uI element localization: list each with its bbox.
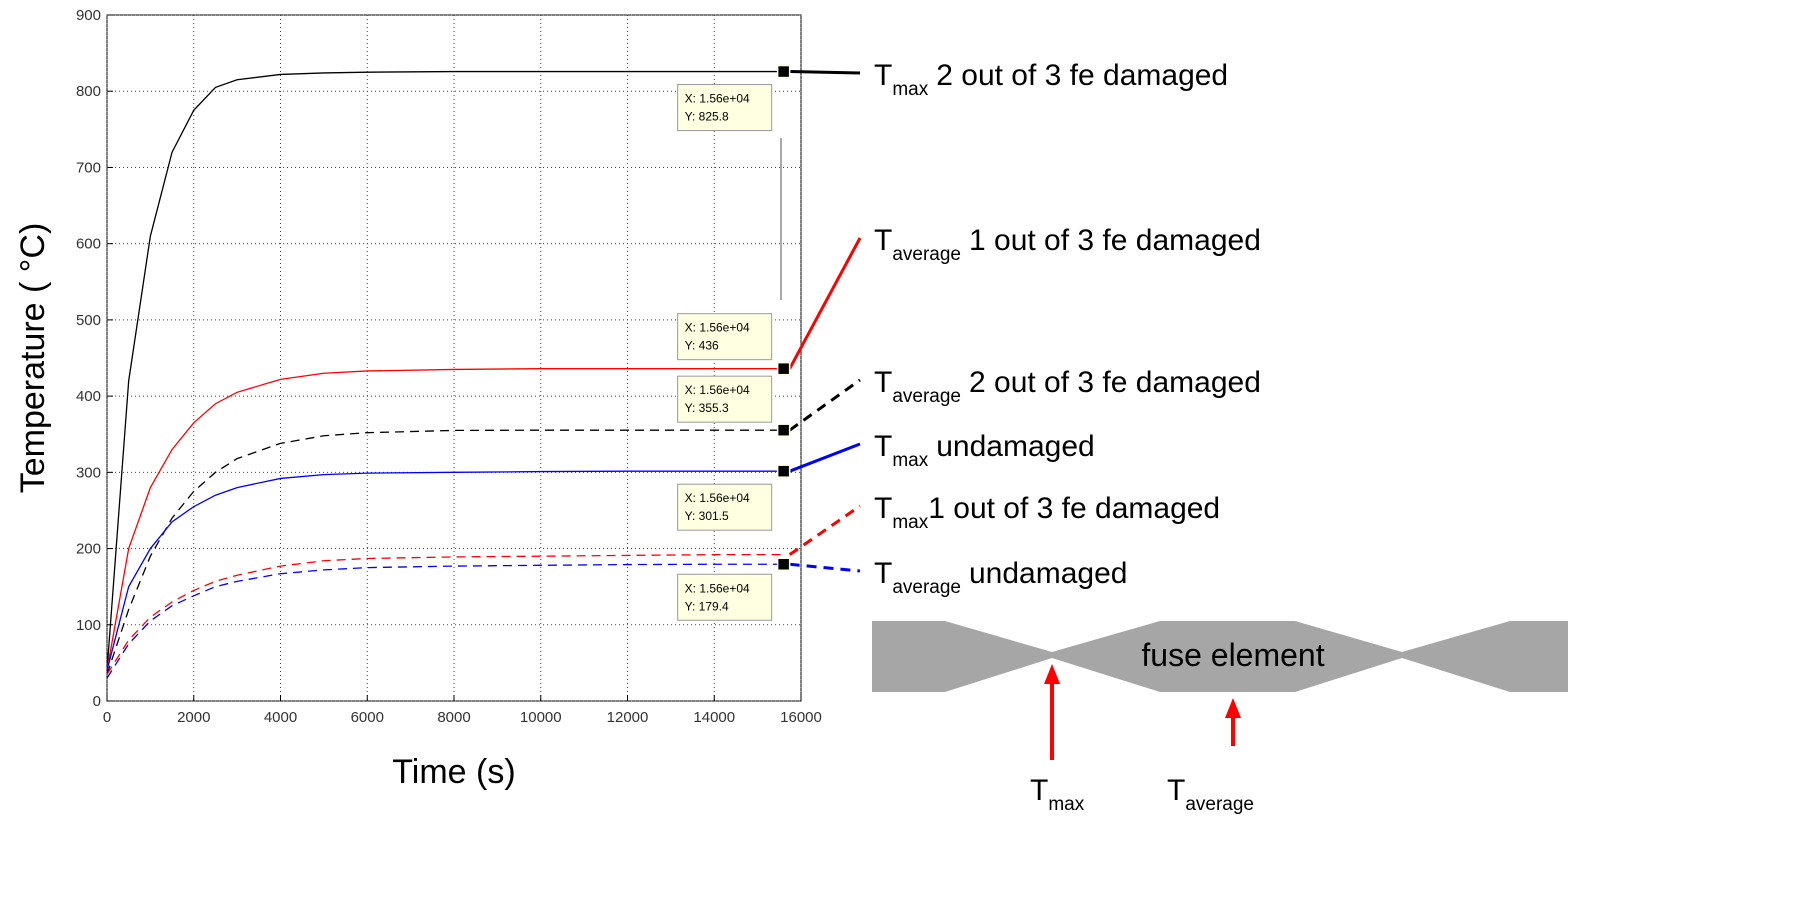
datatip-text: Y: 179.4 — [685, 599, 729, 613]
datatip-text: Y: 301.5 — [685, 509, 729, 523]
series-line — [106, 563, 784, 679]
x-tick-label: 8000 — [437, 709, 470, 726]
arrow-label: Taverage — [1167, 774, 1254, 815]
arrow-head — [1044, 664, 1060, 684]
legend-text: 2 out of 3 fe damaged — [936, 59, 1228, 92]
legend-entry: Taverage 1 out of 3 fe damaged — [874, 224, 1261, 265]
legend-text: undamaged — [936, 430, 1094, 463]
series-line — [106, 70, 784, 671]
legend-subscript: average — [892, 386, 961, 407]
subscript: max — [1048, 794, 1084, 815]
x-tick-label: 10000 — [520, 709, 562, 726]
datatip-box — [677, 313, 773, 361]
arrow-head — [1225, 698, 1241, 718]
x-tick-label: 0 — [103, 709, 111, 726]
legend-entry: Taverage undamaged — [874, 557, 1127, 598]
datatip-text: X: 1.56e+04 — [685, 491, 750, 505]
datatip-text: X: 1.56e+04 — [685, 92, 750, 106]
datatip-text: X: 1.56e+04 — [685, 321, 750, 335]
x-axis-label: Time (s) — [392, 753, 515, 791]
legend-subscript: average — [892, 577, 961, 598]
symbol: T — [1030, 774, 1048, 807]
leader-line — [789, 562, 861, 573]
datatip-box — [677, 375, 773, 423]
datatip-text: Y: 436 — [685, 339, 719, 353]
y-tick-label: 200 — [76, 541, 101, 558]
leader-line — [789, 70, 861, 75]
datatip-marker — [776, 557, 791, 572]
y-tick-label: 0 — [93, 693, 101, 710]
x-tick-label: 6000 — [351, 709, 384, 726]
legend-subscript: average — [892, 244, 961, 265]
arrow-label: Tmax — [1030, 774, 1085, 815]
datatip-marker — [776, 64, 791, 79]
series-line — [106, 429, 784, 675]
symbol: T — [1167, 774, 1185, 807]
y-tick-label: 400 — [76, 388, 101, 405]
x-tick-label: 4000 — [264, 709, 297, 726]
datatip-text: Y: 825.8 — [685, 110, 729, 124]
legend-text: 2 out of 3 fe damaged — [969, 366, 1261, 399]
legend-text: 1 out of 3 fe damaged — [928, 492, 1220, 525]
datatip-text: X: 1.56e+04 — [685, 581, 750, 595]
legend-symbol: T — [874, 366, 892, 399]
y-tick-label: 700 — [76, 159, 101, 176]
legend-symbol: T — [874, 59, 892, 92]
y-tick-label: 600 — [76, 236, 101, 253]
legend-symbol: T — [874, 430, 892, 463]
y-tick-label: 800 — [76, 83, 101, 100]
datatip-box — [677, 573, 773, 621]
datatip-box — [677, 483, 773, 531]
y-tick-label: 900 — [76, 7, 101, 24]
leader-line — [788, 504, 861, 556]
legend-subscript: max — [892, 512, 928, 533]
legend-symbol: T — [874, 492, 892, 525]
x-tick-label: 12000 — [607, 709, 649, 726]
x-tick-label: 16000 — [780, 709, 822, 726]
fuse-element — [872, 621, 1568, 692]
series-line — [106, 554, 784, 675]
leader-line — [789, 442, 861, 473]
y-tick-label: 100 — [76, 617, 101, 634]
y-axis-label: Temperature ( °C) — [14, 223, 52, 494]
leader-line — [788, 237, 862, 370]
legend-subscript: max — [892, 79, 928, 100]
legend-entry: Tmax undamaged — [874, 430, 1095, 471]
fuse-label: fuse element — [1141, 637, 1324, 673]
x-tick-label: 2000 — [177, 709, 210, 726]
datatip-marker — [776, 423, 791, 437]
series-line — [106, 368, 784, 671]
datatip-marker — [776, 464, 791, 478]
legend-entry: Taverage 2 out of 3 fe damaged — [874, 366, 1261, 407]
datatip-text: X: 1.56e+04 — [685, 383, 750, 397]
legend-entry: Tmax1 out of 3 fe damaged — [874, 492, 1220, 533]
datatip-marker — [776, 361, 791, 376]
datatip-box — [677, 84, 773, 132]
datatip-text: Y: 355.3 — [685, 401, 729, 415]
legend-symbol: T — [874, 224, 892, 257]
legend-text: 1 out of 3 fe damaged — [969, 224, 1261, 257]
legend-text: undamaged — [969, 557, 1127, 590]
series-line — [106, 470, 784, 671]
x-tick-label: 14000 — [693, 709, 735, 726]
legend-symbol: T — [874, 557, 892, 590]
legend-entry: Tmax 2 out of 3 fe damaged — [874, 59, 1228, 100]
y-tick-label: 300 — [76, 464, 101, 481]
legend-subscript: max — [892, 450, 928, 471]
subscript: average — [1185, 794, 1254, 815]
leader-line — [788, 378, 861, 432]
y-tick-label: 500 — [76, 312, 101, 329]
